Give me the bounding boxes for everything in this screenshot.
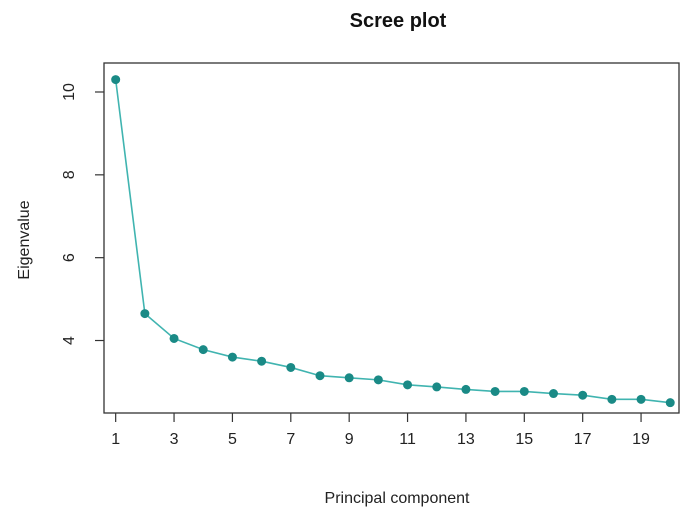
x-tick-label-11: 11 bbox=[399, 431, 416, 448]
data-point-pc16 bbox=[548, 389, 558, 399]
data-point-pc5 bbox=[227, 352, 237, 362]
data-point-pc7 bbox=[286, 362, 296, 372]
y-axis: 4 6 8 10 bbox=[61, 83, 104, 345]
data-point-pc1 bbox=[111, 75, 121, 85]
data-point-pc9 bbox=[344, 373, 354, 383]
x-tick-label-17: 17 bbox=[574, 431, 592, 448]
data-point-pc2 bbox=[140, 309, 150, 319]
data-point-pc14 bbox=[490, 386, 500, 396]
data-point-pc15 bbox=[519, 386, 529, 396]
data-point-pc3 bbox=[169, 333, 179, 343]
y-tick-label-8: 8 bbox=[61, 170, 78, 179]
data-point-pc11 bbox=[403, 380, 413, 390]
y-tick-label-10: 10 bbox=[61, 83, 78, 101]
data-point-pc6 bbox=[257, 356, 267, 366]
data-point-pc20 bbox=[665, 398, 675, 408]
plot-frame bbox=[103, 62, 680, 414]
series-line-0 bbox=[114, 79, 671, 404]
series-layer bbox=[111, 75, 675, 408]
x-axis: 1 3 5 7 9 11 13 15 17 19 bbox=[111, 413, 650, 448]
data-point-pc10 bbox=[373, 375, 383, 385]
x-tick-label-7: 7 bbox=[286, 431, 295, 448]
data-point-pc19 bbox=[636, 394, 646, 404]
x-tick-label-9: 9 bbox=[345, 431, 354, 448]
chart-title: Scree plot bbox=[350, 10, 447, 32]
y-tick-label-4: 4 bbox=[61, 336, 78, 345]
x-tick-label-1: 1 bbox=[111, 431, 120, 448]
data-point-pc13 bbox=[461, 384, 471, 394]
data-point-pc4 bbox=[198, 345, 208, 355]
x-tick-label-5: 5 bbox=[228, 431, 237, 448]
x-axis-label: Principal component bbox=[325, 490, 471, 507]
x-tick-label-15: 15 bbox=[515, 431, 533, 448]
y-tick-label-6: 6 bbox=[61, 253, 78, 262]
x-tick-label-3: 3 bbox=[170, 431, 179, 448]
data-point-pc12 bbox=[432, 382, 442, 392]
x-tick-label-13: 13 bbox=[457, 431, 475, 448]
data-point-pc18 bbox=[607, 394, 617, 404]
data-point-pc17 bbox=[578, 390, 588, 400]
data-point-pc8 bbox=[315, 371, 325, 381]
y-axis-label: Eigenvalue bbox=[16, 200, 33, 279]
x-tick-label-19: 19 bbox=[632, 431, 650, 448]
